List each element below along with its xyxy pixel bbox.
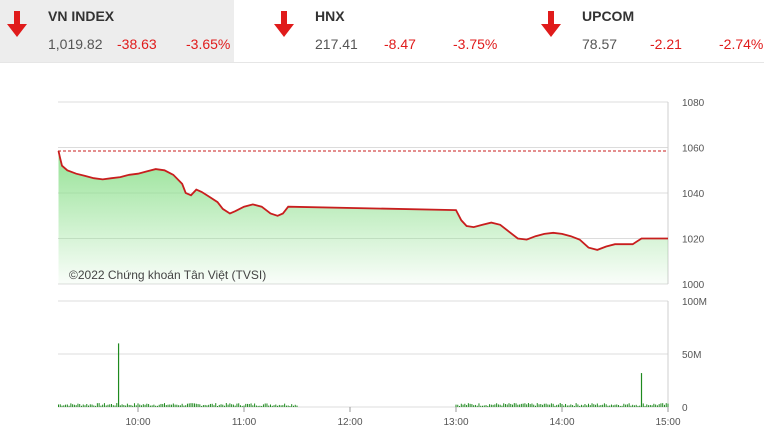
index-card-vnindex[interactable]: VN INDEX 1,019.82 -38.63 -3.65% xyxy=(0,0,234,62)
watermark: ©2022 Chứng khoán Tân Việt (TVSI) xyxy=(69,268,266,282)
arrow-down-icon xyxy=(541,11,561,37)
price-tick-label: 1040 xyxy=(682,189,705,200)
time-tick-label: 13:00 xyxy=(443,417,468,428)
price-tick-label: 1020 xyxy=(682,235,705,246)
index-name: UPCOM xyxy=(582,8,635,24)
arrow-down-icon xyxy=(274,11,294,37)
index-name: HNX xyxy=(315,8,345,24)
volume-tick-label: 0 xyxy=(682,403,688,414)
index-change: -38.63 xyxy=(117,36,157,52)
price-line xyxy=(57,150,668,251)
index-price: 217.41 xyxy=(315,36,358,52)
volume-tick-label: 50M xyxy=(682,350,701,361)
time-tick-label: 14:00 xyxy=(549,417,574,428)
intraday-chart-svg: 1080 1060 1040 1020 1000 100M 50M 0 10:00 11:00… xyxy=(57,98,707,428)
index-ticker-bar: VN INDEX 1,019.82 -38.63 -3.65% HNX 217.… xyxy=(0,0,764,63)
index-percent: -3.65% xyxy=(186,36,231,52)
index-card-hnx[interactable]: HNX 217.41 -8.47 -3.75% xyxy=(267,0,507,62)
index-name: VN INDEX xyxy=(48,8,115,24)
index-change: -2.21 xyxy=(650,36,682,52)
price-tick-label: 1080 xyxy=(682,98,705,109)
price-tick-label: 1060 xyxy=(682,144,705,155)
index-percent: -2.74% xyxy=(719,36,764,52)
volume-tick-label: 100M xyxy=(682,297,707,308)
time-tick-label: 12:00 xyxy=(337,417,362,428)
index-card-upcom[interactable]: UPCOM 78.57 -2.21 -2.74% xyxy=(534,0,764,62)
price-area xyxy=(58,150,668,284)
time-tick-label: 15:00 xyxy=(655,417,680,428)
time-tick-label: 10:00 xyxy=(125,417,150,428)
price-tick-label: 1000 xyxy=(682,280,705,291)
index-price: 1,019.82 xyxy=(48,36,103,52)
intraday-chart: 1080 1060 1040 1020 1000 100M 50M 0 10:00 11:00… xyxy=(0,62,764,439)
time-tick-label: 11:00 xyxy=(232,417,257,428)
index-percent: -3.75% xyxy=(453,36,498,52)
arrow-down-icon xyxy=(7,11,27,37)
index-price: 78.57 xyxy=(582,36,618,52)
index-change: -8.47 xyxy=(384,36,416,52)
